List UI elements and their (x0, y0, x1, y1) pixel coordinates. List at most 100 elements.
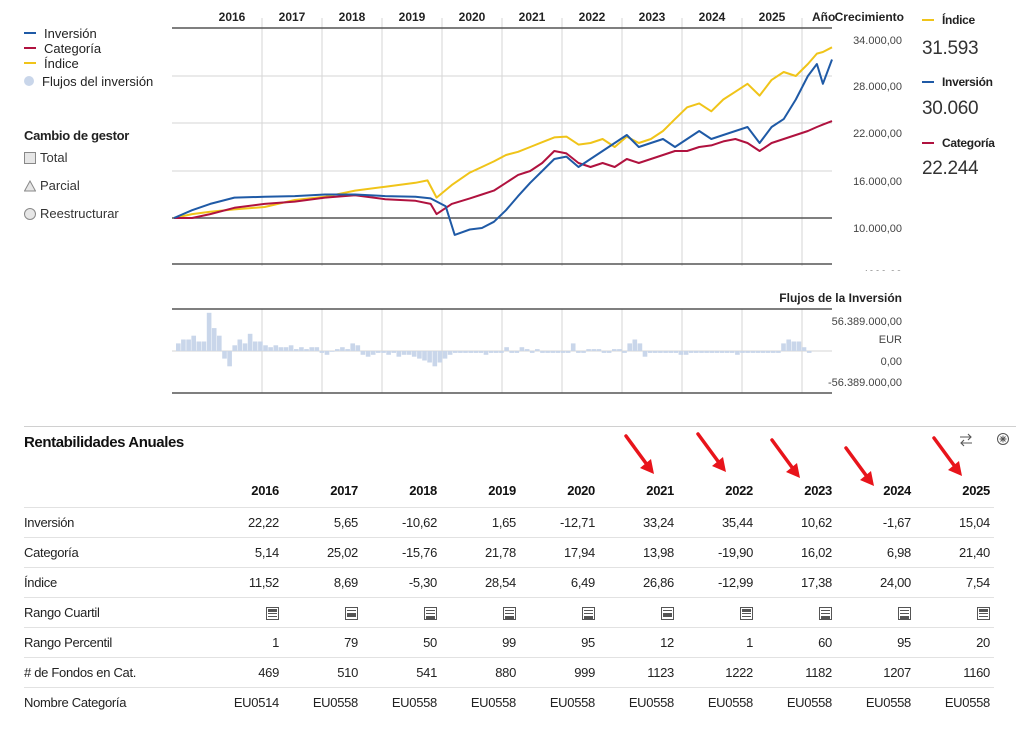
flow-bar (376, 351, 381, 353)
table-cell: EU0558 (599, 686, 678, 717)
flow-bar (796, 341, 802, 351)
row-label: Rango Cuartil (24, 596, 204, 627)
table-header-cell[interactable]: 2020 (567, 483, 595, 499)
table-header-cell[interactable]: 2016 (251, 483, 279, 499)
quartile-cell (520, 596, 599, 627)
flow-bar (760, 351, 766, 353)
table-cell: 50 (362, 626, 441, 657)
flow-bar (688, 351, 694, 353)
table-cell: EU0558 (836, 686, 915, 717)
settings-icon[interactable] (996, 432, 1010, 449)
flow-bar (458, 351, 463, 353)
swap-icon[interactable] (958, 432, 974, 451)
flow-bar (345, 349, 350, 351)
flow-bar (417, 351, 422, 359)
flow-bar (765, 351, 771, 353)
flow-bar (535, 349, 540, 351)
y-tick-label: -56.389.000,00 (828, 377, 902, 389)
y-tick-label: 34.000,00 (853, 35, 902, 47)
flow-bar (699, 351, 704, 353)
table-cell: -12,71 (520, 506, 599, 537)
flow-bar (447, 351, 453, 355)
flow-bar (370, 351, 376, 355)
flow-bar (586, 349, 591, 351)
legend-item-categoria[interactable]: Categoría (24, 40, 184, 56)
legend-label: Flujos del inversión (42, 73, 154, 89)
quartile-rank-icon (345, 606, 358, 620)
quartile-rank-icon (503, 606, 516, 620)
flow-bar (176, 343, 181, 351)
flow-bar (612, 349, 617, 351)
year-tick-label: 2018 (339, 10, 366, 24)
manager-change-reestructurar: Reestructurar (24, 206, 119, 221)
table-header-cell[interactable]: 2018 (409, 483, 437, 499)
flow-bar (514, 351, 520, 353)
flows-chart[interactable]: Flujos de la Inversión 56.389.000,00 EUR 0,… (172, 285, 912, 397)
flow-bar (576, 351, 581, 353)
quartile-cell (836, 596, 915, 627)
series-line-índice (173, 46, 833, 219)
flow-bar (740, 351, 745, 353)
table-cell: 35,44 (678, 506, 757, 537)
quartile-rank-icon (898, 606, 911, 620)
table-cell: 21,40 (915, 536, 994, 567)
legend-label: Índice (44, 55, 79, 71)
flow-bar (191, 335, 197, 351)
table-header-cell[interactable]: 2024 (883, 483, 911, 499)
quartile-rank-icon (819, 606, 832, 620)
flow-bar (545, 351, 550, 353)
flow-bar (771, 351, 776, 353)
y-tick-label: 22.000,00 (853, 128, 902, 140)
legend-label: Categoría (44, 40, 102, 56)
table-header-cell[interactable]: 2017 (330, 483, 358, 499)
table-cell: -19,90 (678, 536, 757, 567)
table-cell: EU0558 (757, 686, 836, 717)
row-label: Inversión (24, 506, 204, 537)
dot-swatch-icon (24, 76, 34, 86)
flow-bar (570, 343, 576, 351)
flow-bar (201, 341, 207, 351)
table-header-cell[interactable]: 2025 (962, 483, 990, 499)
flow-bar (319, 351, 325, 353)
flow-bar (560, 351, 566, 353)
right-panel-label-indice: Índice (922, 13, 975, 27)
legend-item-flujos[interactable]: Flujos del inversión (24, 73, 184, 89)
flow-bar (478, 351, 484, 353)
flow-bar (555, 351, 561, 353)
y-tick-label: 4000,00 (862, 269, 902, 271)
table-cell: 17,38 (757, 566, 836, 597)
flow-bar (222, 351, 227, 359)
table-header-cell[interactable]: 2021 (646, 483, 674, 499)
table-cell: 21,78 (441, 536, 520, 567)
flow-bar (299, 347, 304, 351)
table-header-cell[interactable]: 2022 (725, 483, 753, 499)
legend-item-indice[interactable]: Índice (24, 55, 184, 71)
manager-change-label: Reestructurar (40, 206, 119, 221)
flow-bar (314, 347, 320, 351)
flow-bar (658, 351, 663, 353)
flow-bar (617, 349, 622, 351)
growth-chart[interactable]: 2016 2017 2018 2019 2020 2021 2022 2023 2024 2025… (172, 6, 912, 271)
flow-bar (242, 343, 248, 351)
line-swatch-icon (24, 32, 36, 34)
flow-bar (499, 351, 504, 353)
row-label: Nombre Categoría (24, 686, 204, 717)
red-arrow-icon (844, 446, 870, 480)
table-title: Rentabilidades Anuales (24, 434, 184, 451)
flow-bar (781, 343, 786, 351)
flow-bar (724, 351, 730, 353)
table-cell: 15,04 (915, 506, 994, 537)
red-arrow-head-icon (948, 461, 962, 476)
table-header-cell[interactable]: 2019 (488, 483, 516, 499)
flow-bar (473, 351, 479, 353)
table-cell: -5,30 (362, 566, 441, 597)
table-header-cell[interactable]: 2023 (804, 483, 832, 499)
table-cell: 5,14 (204, 536, 283, 567)
manager-change-total: Total (24, 150, 67, 165)
flow-bar (258, 341, 263, 351)
legend-item-inversion[interactable]: Inversión (24, 26, 184, 41)
series-line-inversión (173, 59, 833, 236)
table-row: Índice 11,52 8,69 -5,30 28,54 6,49 26,86 -12,99… (24, 566, 994, 597)
flow-bar (453, 351, 458, 353)
table-cell: 5,65 (283, 506, 362, 537)
